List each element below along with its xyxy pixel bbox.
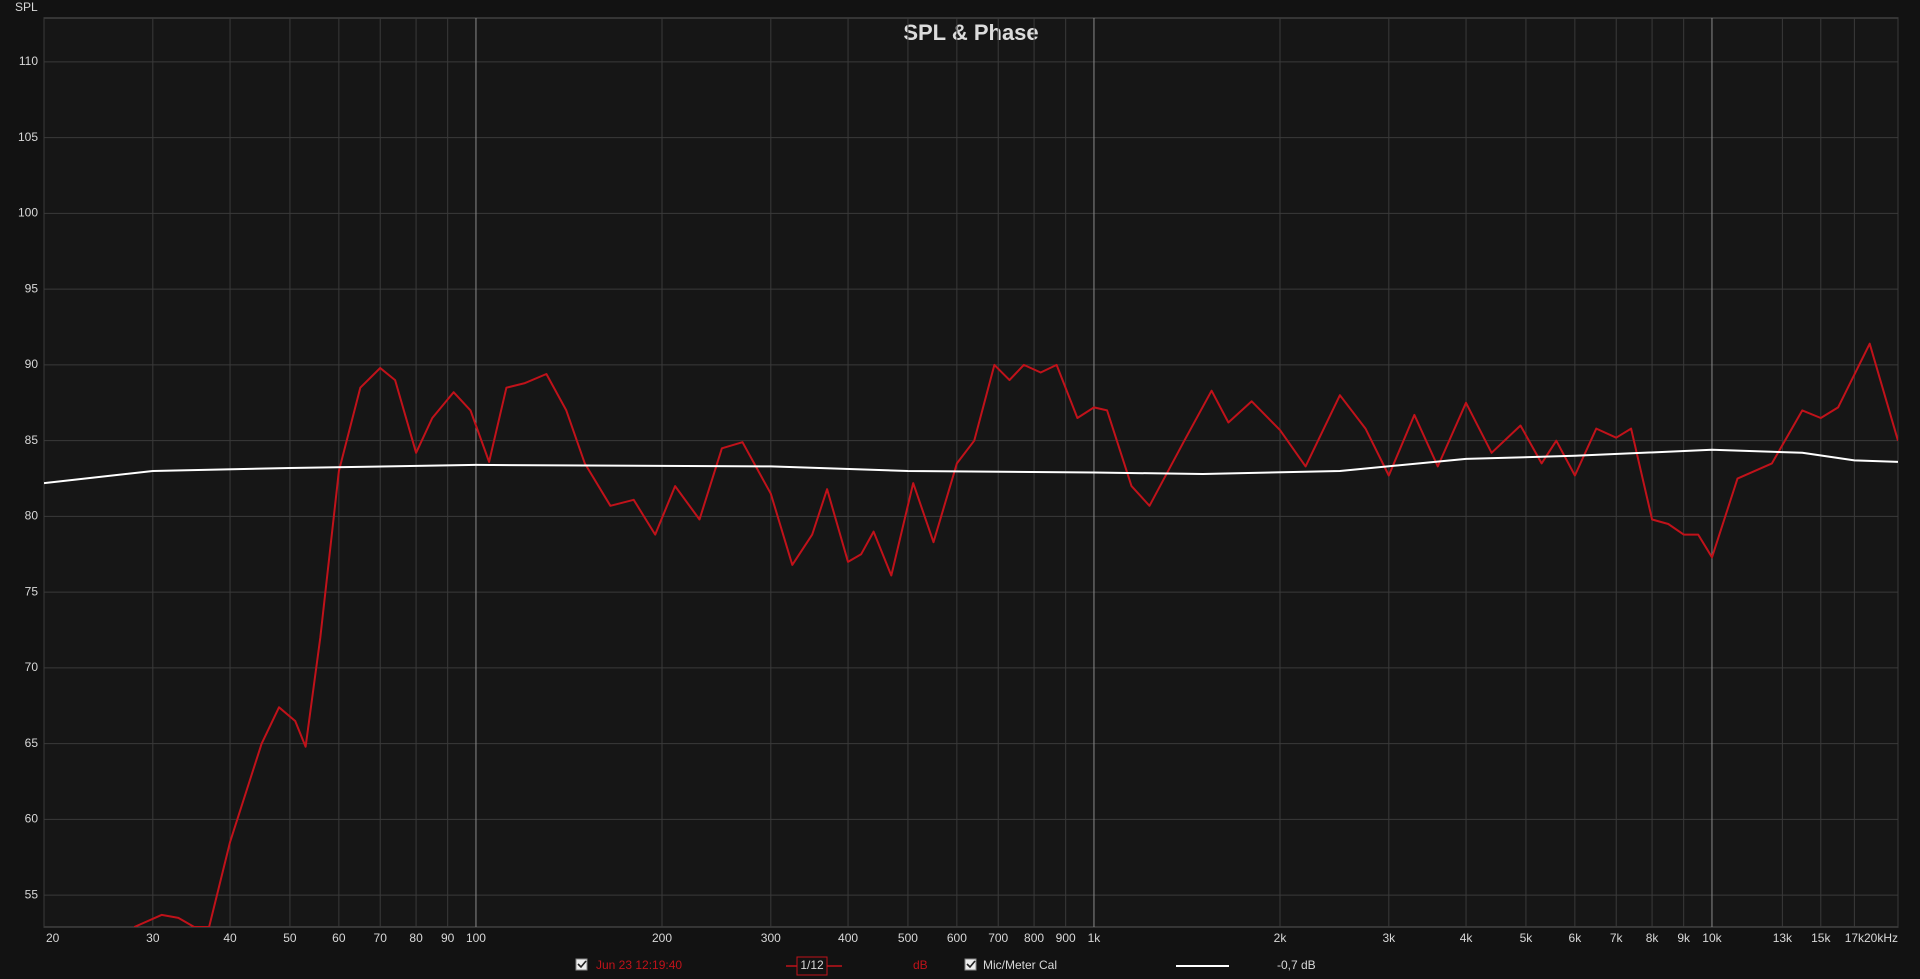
- y-tick-label: 85: [25, 433, 39, 447]
- series-line: [133, 342, 1898, 927]
- x-tick-label: 8k: [1646, 931, 1660, 945]
- x-tick-label: 4k: [1460, 931, 1474, 945]
- x-tick-label: 30: [146, 931, 160, 945]
- x-tick-label: 60: [332, 931, 346, 945]
- y-tick-label: 110: [19, 54, 38, 68]
- y-tick-label: 55: [25, 887, 39, 901]
- x-tick-label: 700: [988, 931, 1008, 945]
- check-mark: [966, 960, 976, 969]
- series-lines: [44, 342, 1898, 927]
- y-tick-label: 95: [25, 281, 39, 295]
- y-tick-label: 100: [18, 206, 38, 220]
- x-tick-label: 20kHz: [1864, 931, 1898, 945]
- x-tick-label: 40: [223, 931, 237, 945]
- legend: Jun 23 12:19:40 1/12 dB Mic/Meter Cal -0…: [575, 956, 1316, 976]
- x-tick-label: 80: [409, 931, 423, 945]
- checkbox[interactable]: [575, 958, 588, 971]
- x-tick-label: 1k: [1088, 931, 1102, 945]
- x-tick-label: 800: [1024, 931, 1044, 945]
- y-tick-label: 60: [25, 812, 39, 826]
- x-tick-label: 10k: [1702, 931, 1722, 945]
- x-tick-label: 300: [761, 931, 781, 945]
- chart-title: SPL & Phase: [903, 20, 1038, 45]
- x-tick-label: 5k: [1520, 931, 1534, 945]
- x-tick-label: 9k: [1677, 931, 1691, 945]
- x-tick-label: 50: [283, 931, 297, 945]
- offset-label: -0,7 dB: [1277, 958, 1316, 972]
- x-tick-label: 100: [466, 931, 486, 945]
- x-tick-label: 200: [652, 931, 672, 945]
- x-tick-label: 900: [1056, 931, 1076, 945]
- x-tick-label: 17k: [1845, 931, 1865, 945]
- y-axis-label: SPL: [15, 0, 38, 14]
- smoothing-box[interactable]: [796, 956, 828, 976]
- y-tick-label: 105: [18, 130, 38, 144]
- x-tick-label: 500: [898, 931, 918, 945]
- unit-label[interactable]: dB: [913, 958, 928, 972]
- series-line: [44, 448, 1898, 485]
- x-tick-label: 3k: [1382, 931, 1396, 945]
- x-tick-label: 20: [46, 931, 60, 945]
- y-tick-label: 70: [25, 660, 39, 674]
- x-tick-label: 600: [947, 931, 967, 945]
- y-tick-label: 65: [25, 736, 39, 750]
- x-tick-label: 15k: [1811, 931, 1831, 945]
- grid: [43, 18, 1899, 927]
- smoothing-label: 1/12: [800, 958, 824, 972]
- x-tick-label: 70: [374, 931, 388, 945]
- x-tick-label: 2k: [1274, 931, 1288, 945]
- legend-label[interactable]: Mic/Meter Cal: [983, 958, 1057, 972]
- x-tick-label: 13k: [1773, 931, 1793, 945]
- y-tick-label: 90: [25, 357, 39, 371]
- y-tick-label: 80: [25, 509, 39, 523]
- x-tick-label: 90: [441, 931, 455, 945]
- check-mark: [577, 960, 587, 969]
- x-tick-label: 400: [838, 931, 858, 945]
- x-tick-label: 7k: [1610, 931, 1624, 945]
- checkbox[interactable]: [964, 958, 977, 971]
- x-tick-label: 6k: [1569, 931, 1583, 945]
- legend-label[interactable]: Jun 23 12:19:40: [596, 958, 682, 972]
- y-tick-label: 75: [25, 584, 39, 598]
